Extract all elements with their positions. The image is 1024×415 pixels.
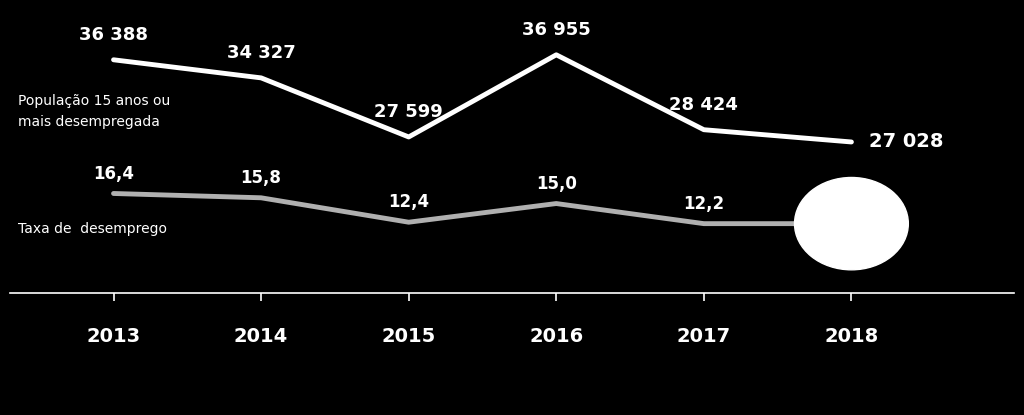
Text: 36 955: 36 955 [522, 21, 591, 39]
Text: 15,8: 15,8 [241, 169, 282, 187]
Text: 27 599: 27 599 [375, 103, 443, 121]
Text: 12,2: 12,2 [683, 195, 724, 213]
Text: 27 028: 27 028 [869, 132, 944, 151]
Text: 16,4: 16,4 [93, 165, 134, 183]
Ellipse shape [795, 178, 908, 270]
Text: 36 388: 36 388 [79, 26, 148, 44]
Text: 15,0: 15,0 [536, 175, 577, 193]
Text: População 15 anos ou
mais desempregada: População 15 anos ou mais desempregada [17, 94, 170, 129]
Text: 28 424: 28 424 [670, 96, 738, 114]
Text: 12,4: 12,4 [388, 193, 429, 211]
Text: 34 327: 34 327 [226, 44, 296, 62]
Text: Taxa de  desemprego: Taxa de desemprego [17, 222, 167, 236]
